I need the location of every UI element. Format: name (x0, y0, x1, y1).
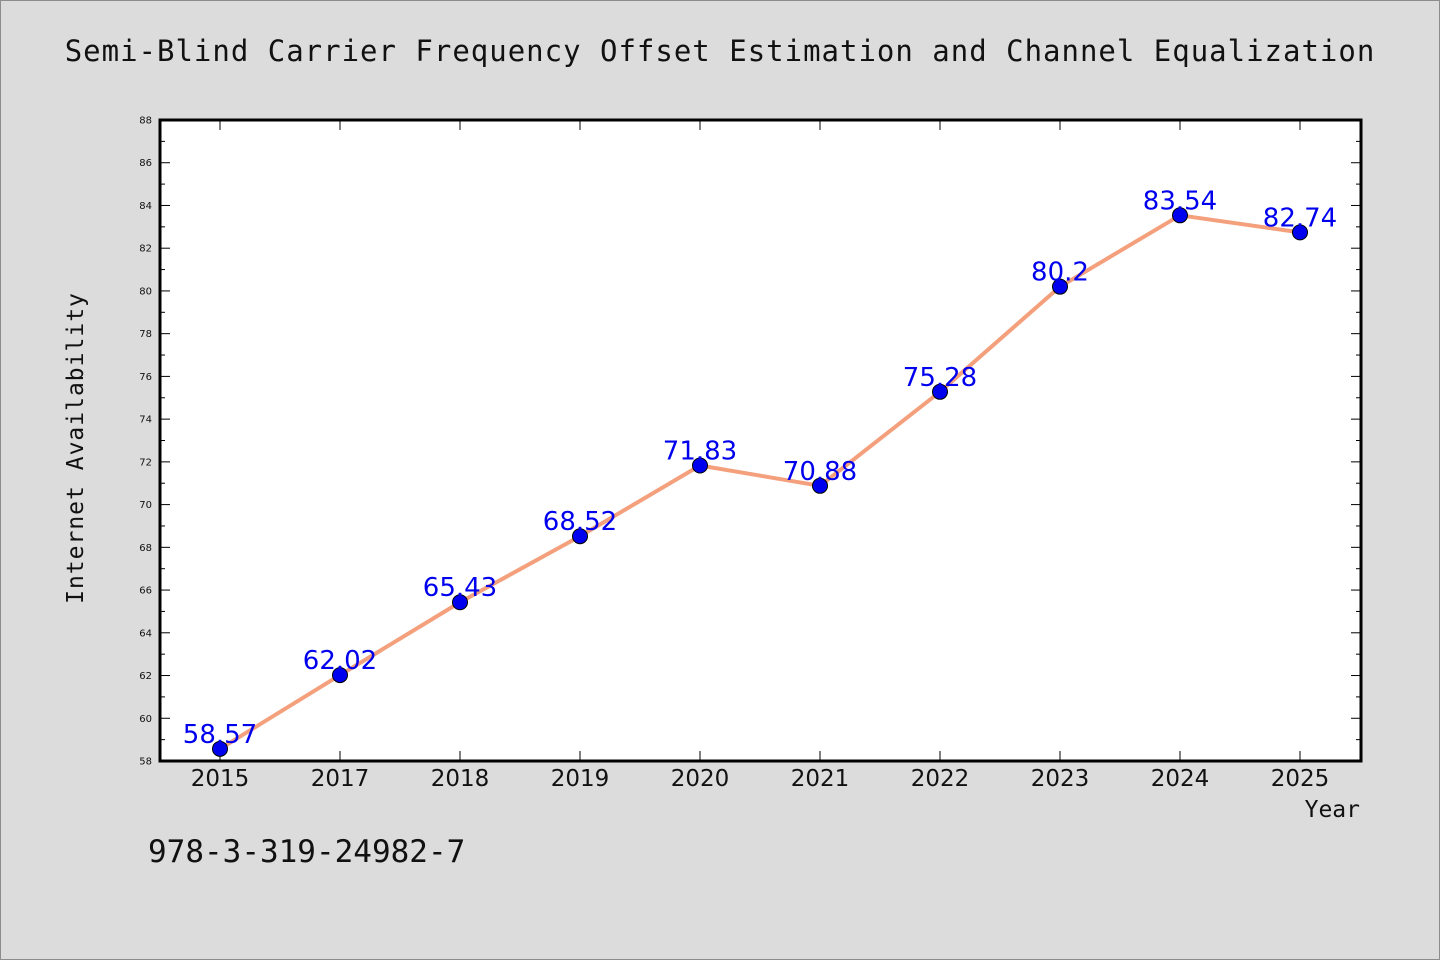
y-tick-label: 64 (139, 628, 152, 639)
x-axis-label: Year (1304, 797, 1360, 823)
data-point (332, 667, 348, 684)
y-tick-label: 86 (139, 158, 152, 169)
data-markers (212, 207, 1308, 757)
x-tick-label: 2022 (911, 766, 970, 792)
x-tick-label: 2019 (551, 766, 610, 792)
data-label: 62.02 (303, 646, 377, 676)
x-tick-label: 2020 (671, 766, 730, 792)
y-tick-label: 74 (139, 415, 152, 426)
y-axis-ticks: 58 60 62 64 66 68 70 72 74 76 78 80 82 84 86 88 (139, 116, 1361, 768)
y-tick-label: 76 (139, 372, 152, 383)
data-point (812, 477, 828, 494)
y-tick-label: 60 (139, 714, 152, 725)
y-tick-label: 88 (139, 116, 152, 127)
y-tick-label: 70 (139, 500, 152, 511)
y-tick-label: 84 (139, 201, 152, 212)
data-point (1052, 278, 1068, 295)
y-tick-label: 80 (139, 286, 152, 297)
x-tick-label: 2024 (1151, 766, 1210, 792)
x-tick-label: 2021 (791, 766, 850, 792)
x-tick-label: 2023 (1031, 766, 1090, 792)
data-label: 65.43 (423, 573, 497, 603)
data-point (1172, 207, 1188, 224)
y-tick-label: 68 (139, 543, 152, 554)
isbn-text: 978-3-319-24982-7 (148, 834, 466, 870)
data-point (932, 383, 948, 400)
data-point (452, 594, 468, 611)
x-tick-label: 2015 (191, 766, 250, 792)
data-label: 80.2 (1031, 258, 1089, 288)
y-tick-label: 82 (139, 244, 152, 255)
x-axis-ticks: 2015 2017 2018 2019 2020 2021 2022 2023 2024 2025 (191, 120, 1330, 792)
x-tick-label: 2018 (431, 766, 490, 792)
y-tick-label: 62 (139, 671, 152, 682)
x-tick-label: 2017 (311, 766, 370, 792)
y-tick-label: 78 (139, 329, 152, 340)
x-tick-label: 2025 (1271, 766, 1330, 792)
y-tick-label: 72 (139, 457, 152, 468)
chart-title: Semi-Blind Carrier Frequency Offset Esti… (64, 34, 1376, 68)
data-point (212, 740, 228, 757)
y-tick-label: 58 (139, 757, 152, 768)
data-label: 82.74 (1263, 203, 1337, 233)
data-labels: 58.57 62.02 65.43 68.52 71.83 70.88 75.28 80.2 8… (183, 186, 1337, 750)
y-tick-label: 66 (139, 586, 152, 597)
data-point (1292, 224, 1308, 241)
data-label: 58.57 (183, 720, 257, 750)
data-label: 75.28 (903, 363, 977, 393)
data-point (572, 528, 588, 545)
data-label: 68.52 (543, 507, 617, 537)
data-point (692, 457, 708, 474)
series-line (218, 213, 1301, 751)
data-label: 70.88 (783, 457, 857, 487)
data-label: 71.83 (663, 436, 737, 466)
data-label: 83.54 (1143, 186, 1217, 216)
